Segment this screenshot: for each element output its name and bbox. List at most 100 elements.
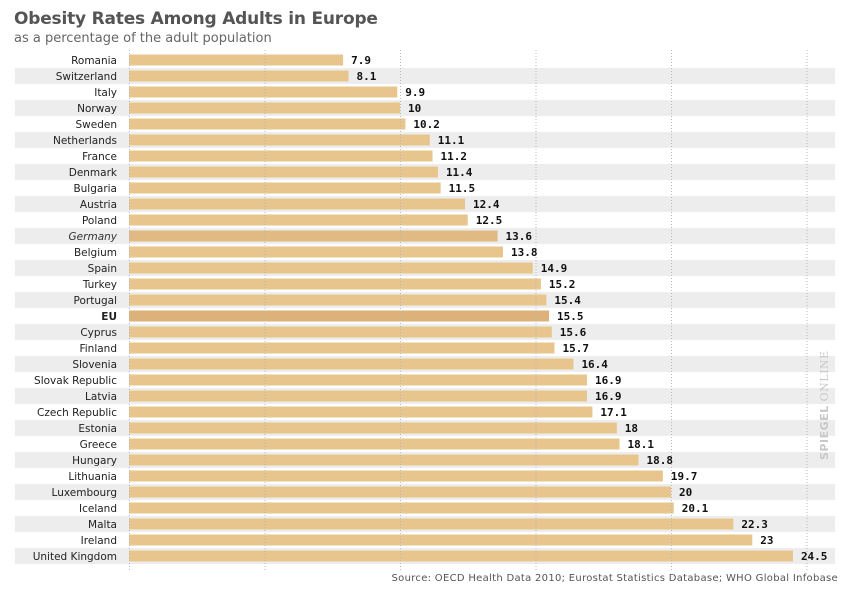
- brand-bold: SPIEGEL: [818, 405, 831, 460]
- category-label: Poland: [82, 215, 117, 227]
- bar-slovak-republic: [129, 374, 587, 386]
- category-label: Latvia: [85, 391, 117, 403]
- bar-cyprus: [129, 326, 552, 338]
- value-label: 20.1: [682, 502, 709, 515]
- value-labels: 7.9 8.1 9.9 10 10.2 11.1 11.2 11.4 11.5 12.4 12.5 1…: [351, 54, 827, 563]
- category-label: Italy: [94, 87, 117, 99]
- value-label: 10.2: [413, 118, 440, 131]
- category-label: Austria: [80, 199, 117, 211]
- bar-czech-republic: [129, 406, 593, 418]
- value-label: 8.1: [357, 70, 377, 83]
- value-label: 11.4: [446, 166, 473, 179]
- category-label: Belgium: [74, 247, 117, 259]
- bar-united-kingdom: [129, 550, 793, 562]
- category-label: Netherlands: [53, 135, 117, 147]
- category-label: Norway: [77, 103, 117, 115]
- bar-latvia: [129, 390, 587, 402]
- category-label: Ireland: [81, 535, 117, 547]
- value-label: 15.2: [549, 278, 576, 291]
- value-label: 17.1: [600, 406, 627, 419]
- category-label: Greece: [80, 439, 117, 451]
- category-label: EU: [101, 311, 117, 323]
- bar-denmark: [129, 166, 438, 178]
- category-label: Iceland: [79, 503, 117, 515]
- value-label: 11.5: [449, 182, 476, 195]
- value-label: 11.2: [441, 150, 468, 163]
- bar-switzerland: [129, 70, 349, 82]
- bar-spain: [129, 262, 533, 274]
- category-label: Portugal: [74, 295, 118, 307]
- bar-romania: [129, 54, 344, 66]
- bar-germany: [129, 230, 498, 242]
- category-labels: Romania Switzerland Italy Norway Sweden Nethe…: [33, 55, 118, 563]
- value-label: 13.8: [511, 246, 537, 259]
- bar-slovenia: [129, 358, 574, 370]
- value-label: 7.9: [351, 54, 371, 67]
- value-label: 14.9: [541, 262, 568, 275]
- bar-malta: [129, 518, 734, 530]
- category-label: Czech Republic: [37, 407, 117, 419]
- bar-estonia: [129, 422, 617, 434]
- value-label: 20: [679, 486, 692, 499]
- category-label: Cyprus: [80, 327, 117, 339]
- value-label: 18.1: [628, 438, 655, 451]
- value-label: 10: [408, 102, 421, 115]
- value-label: 15.4: [554, 294, 581, 307]
- value-label: 15.5: [557, 310, 584, 323]
- category-label: Luxembourg: [52, 487, 117, 499]
- value-label: 18.8: [646, 454, 673, 467]
- bar-poland: [129, 214, 468, 226]
- value-label: 24.5: [801, 550, 828, 563]
- bar-portugal: [129, 294, 547, 306]
- value-label: 11.1: [438, 134, 465, 147]
- brand-light: ONLINE: [818, 350, 831, 402]
- bar-sweden: [129, 118, 406, 130]
- value-label: 12.5: [476, 214, 503, 227]
- category-label: Estonia: [78, 423, 117, 435]
- category-label: United Kingdom: [33, 551, 117, 563]
- category-label: Turkey: [82, 279, 117, 291]
- category-label: Malta: [88, 519, 117, 531]
- gridlines: [129, 50, 808, 572]
- bar-bulgaria: [129, 182, 441, 194]
- bar-lithuania: [129, 470, 663, 482]
- bar-france: [129, 150, 433, 162]
- bar-netherlands: [129, 134, 430, 146]
- bar-turkey: [129, 278, 541, 290]
- category-label: Switzerland: [56, 71, 117, 83]
- category-label: Romania: [71, 55, 117, 67]
- category-label: Bulgaria: [73, 183, 117, 195]
- bar-ireland: [129, 534, 753, 546]
- category-label: France: [82, 151, 117, 163]
- category-label: Lithuania: [68, 471, 117, 483]
- value-label: 18: [625, 422, 638, 435]
- bar-italy: [129, 86, 398, 98]
- value-label: 9.9: [405, 86, 425, 99]
- category-label: Denmark: [69, 167, 118, 179]
- value-label: 15.6: [560, 326, 587, 339]
- category-label: Hungary: [72, 455, 117, 467]
- category-label: Finland: [79, 343, 117, 355]
- value-label: 16.9: [595, 390, 622, 403]
- bar-hungary: [129, 454, 639, 466]
- category-label: Spain: [88, 263, 117, 275]
- chart-title: Obesity Rates Among Adults in Europe: [14, 9, 378, 29]
- category-label: Slovak Republic: [34, 375, 117, 387]
- bar-greece: [129, 438, 620, 450]
- category-label: Sweden: [76, 119, 118, 131]
- value-label: 19.7: [671, 470, 698, 483]
- value-label: 15.7: [562, 342, 589, 355]
- brand-logo: SPIEGEL ONLINE: [818, 350, 831, 460]
- category-label: Germany: [69, 231, 118, 243]
- bar-eu: [129, 310, 550, 322]
- value-label: 22.3: [741, 518, 768, 531]
- value-label: 12.4: [473, 198, 500, 211]
- source-note: Source: OECD Health Data 2010; Eurostat …: [391, 573, 838, 584]
- bar-iceland: [129, 502, 674, 514]
- category-label: Slovenia: [72, 359, 117, 371]
- bar-austria: [129, 198, 466, 210]
- value-label: 23: [760, 534, 773, 547]
- value-label: 16.9: [595, 374, 622, 387]
- chart-subtitle: as a percentage of the adult population: [14, 31, 272, 46]
